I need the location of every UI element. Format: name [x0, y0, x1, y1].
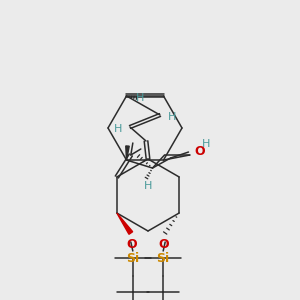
Text: H: H [136, 93, 145, 103]
Text: O: O [127, 238, 137, 251]
Polygon shape [117, 213, 133, 234]
Text: O: O [194, 145, 205, 158]
Text: H: H [114, 124, 122, 134]
Text: H: H [144, 181, 153, 191]
Polygon shape [126, 146, 129, 160]
Text: Si: Si [157, 251, 170, 265]
Text: O: O [159, 238, 169, 251]
Text: H: H [202, 139, 211, 149]
Text: H: H [168, 112, 176, 122]
Text: Si: Si [126, 251, 140, 265]
